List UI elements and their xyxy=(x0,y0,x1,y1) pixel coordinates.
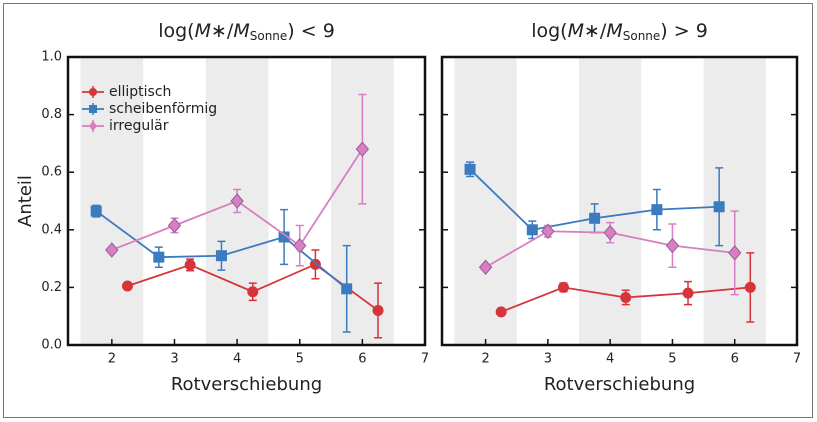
marker xyxy=(355,141,370,157)
marker xyxy=(105,242,119,258)
title-part: M xyxy=(233,20,249,42)
title-part: Sonne xyxy=(250,29,288,43)
x-tick-label: 2 xyxy=(481,352,489,367)
x-tick-label: 6 xyxy=(358,352,366,367)
marker xyxy=(122,280,133,292)
x-tick-label: 6 xyxy=(731,352,739,367)
frame xyxy=(3,3,813,418)
y-tick-label: 0.2 xyxy=(41,280,62,295)
marker xyxy=(495,306,507,318)
marker xyxy=(167,217,182,234)
marker xyxy=(728,245,742,261)
marker xyxy=(603,224,617,241)
marker xyxy=(341,283,353,295)
y-tick-label: 0.8 xyxy=(41,107,62,122)
y-tick-label: 0.4 xyxy=(41,222,62,237)
title-part: log( xyxy=(158,20,194,42)
legend-marker xyxy=(89,105,97,113)
marker xyxy=(589,212,601,224)
title-part: M xyxy=(606,20,622,42)
plot-border xyxy=(440,55,799,347)
title-part: M xyxy=(568,20,584,42)
plot-border xyxy=(66,55,427,347)
marker xyxy=(526,224,538,236)
x-axis-label: Rotverschiebung xyxy=(544,374,695,395)
title-part: ) > 9 xyxy=(660,20,708,42)
marker xyxy=(651,204,663,216)
marker xyxy=(184,259,196,271)
marker xyxy=(744,281,756,293)
x-tick-label: 5 xyxy=(668,352,676,367)
shaded-band xyxy=(454,57,517,345)
title-part: ∗/ xyxy=(584,20,607,42)
x-tick-label: 7 xyxy=(421,352,429,367)
title-part: Sonne xyxy=(623,29,661,43)
x-tick-label: 2 xyxy=(108,352,116,367)
marker xyxy=(153,251,165,263)
shaded-band xyxy=(579,57,642,345)
marker xyxy=(713,201,725,213)
marker xyxy=(620,291,632,303)
x-tick-label: 3 xyxy=(544,352,552,367)
y-tick-label: 0.0 xyxy=(41,338,62,353)
x-tick-label: 4 xyxy=(233,352,241,367)
legend-marker xyxy=(89,88,97,96)
x-tick-label: 5 xyxy=(296,352,304,367)
y-tick-label: 1.0 xyxy=(41,50,62,65)
x-tick-label: 3 xyxy=(170,352,178,367)
marker xyxy=(215,250,227,262)
marker xyxy=(541,223,555,240)
title-part: log( xyxy=(531,20,567,42)
marker xyxy=(464,163,476,175)
x-tick-label: 7 xyxy=(793,352,801,367)
title-part: ) < 9 xyxy=(287,20,335,42)
title-part: ∗/ xyxy=(211,20,234,42)
title-part: M xyxy=(195,20,211,42)
marker xyxy=(230,193,244,209)
marker xyxy=(293,237,307,254)
marker xyxy=(665,237,680,254)
x-axis-label: Rotverschiebung xyxy=(171,374,322,395)
chart-title: log(M∗/MSonne) > 9 xyxy=(531,20,708,43)
marker xyxy=(478,259,493,276)
legend-label: scheibenförmig xyxy=(109,101,217,117)
marker xyxy=(90,205,102,217)
chart-title: log(M∗/MSonne) < 9 xyxy=(158,20,335,43)
legend-label: elliptisch xyxy=(109,84,171,100)
shaded-band xyxy=(703,57,766,345)
marker xyxy=(247,286,259,298)
marker xyxy=(557,281,569,293)
marker xyxy=(682,287,694,299)
marker xyxy=(372,304,384,316)
y-axis-label: Anteil xyxy=(15,175,36,227)
legend-marker xyxy=(89,121,97,131)
y-tick-label: 0.6 xyxy=(41,165,62,180)
legend-label: irregulär xyxy=(109,118,169,134)
x-tick-label: 4 xyxy=(606,352,614,367)
panel: log(M∗/MSonne) < 90.00.20.40.60.81.02 3 4 5… xyxy=(15,20,429,396)
